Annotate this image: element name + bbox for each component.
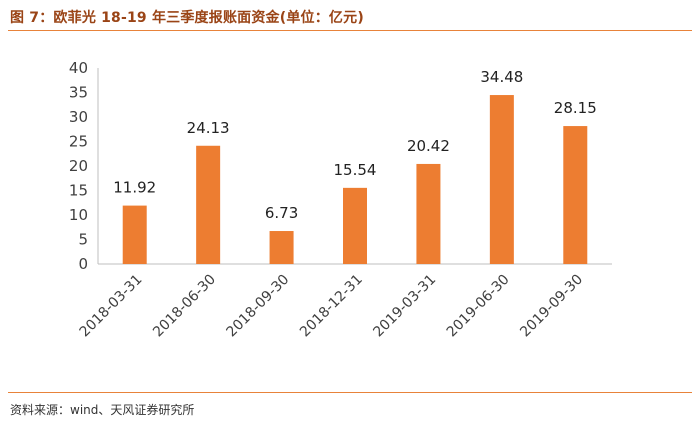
data-labels: 11.92 24.13 6.73 15.54 20.42 34.48 28.15 [113,68,597,222]
data-label: 11.92 [113,179,156,197]
source-note: 资料来源：wind、天风证券研究所 [10,403,195,417]
x-tick-label: 2018-12-31 [297,272,366,341]
bar [122,205,147,264]
y-tick-label: 5 [78,231,88,249]
bar [489,95,514,264]
source-divider [8,392,692,393]
bar [343,187,367,264]
x-tick-label: 2018-03-31 [77,272,146,341]
bar [416,163,441,264]
y-tick-label: 25 [69,133,88,151]
data-label: 28.15 [554,99,597,117]
category-labels: 2018-03-31 2018-06-30 2018-09-30 2018-12-31… [77,272,586,341]
data-label: 15.54 [334,161,377,179]
x-tick-label: 2019-03-31 [370,272,439,341]
bar [196,145,221,264]
x-tick-label: 2019-09-30 [517,272,586,341]
data-label: 6.73 [265,204,298,222]
y-tick-labels: 0 5 10 15 20 25 30 35 40 [69,59,88,273]
y-tick-label: 35 [69,84,88,102]
bars [122,95,588,264]
y-tick-label: 15 [69,182,88,200]
y-tick-label: 20 [69,157,88,175]
x-tick-label: 2018-06-30 [150,272,219,341]
y-tick-label: 40 [69,59,88,77]
y-tick-label: 10 [69,206,88,224]
x-tick-label: 2019-06-30 [444,272,513,341]
data-label: 34.48 [480,68,523,86]
y-tick-label: 0 [78,255,88,273]
data-label: 20.42 [407,137,450,155]
bar [269,231,294,264]
data-label: 24.13 [187,119,230,137]
y-tick-label: 30 [69,108,88,126]
title-divider [8,30,692,31]
figure-title: 图 7：欧菲光 18-19 年三季度报账面资金(单位：亿元) [10,10,364,26]
x-tick-label: 2018-09-30 [224,272,293,341]
bar [563,126,588,264]
